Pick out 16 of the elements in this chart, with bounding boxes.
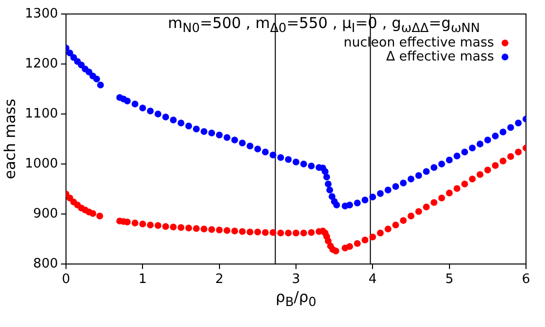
x-tick-label: 2 [215,272,224,288]
y-tick-label: 900 [33,206,58,222]
x-tick-label: 0 [62,272,70,288]
y-tick-label: 1300 [24,6,58,22]
legend-label: Δ effective mass [386,49,494,64]
x-tick-label: 3 [292,272,300,288]
x-tick-label: 6 [522,272,530,288]
y-tick-label: 1100 [24,106,58,122]
x-axis-title: ρ$_{B}$/ρ$_{0}$ [274,288,318,309]
y-tick-label: 1000 [24,156,58,172]
x-tick-label: 1 [138,272,147,288]
x-tick-label: 4 [368,272,377,288]
y-axis-title: each mass [0,98,19,180]
y-tick-label: 800 [33,256,58,272]
y-tick-label: 1200 [24,56,58,72]
x-tick-label: 5 [445,272,454,288]
